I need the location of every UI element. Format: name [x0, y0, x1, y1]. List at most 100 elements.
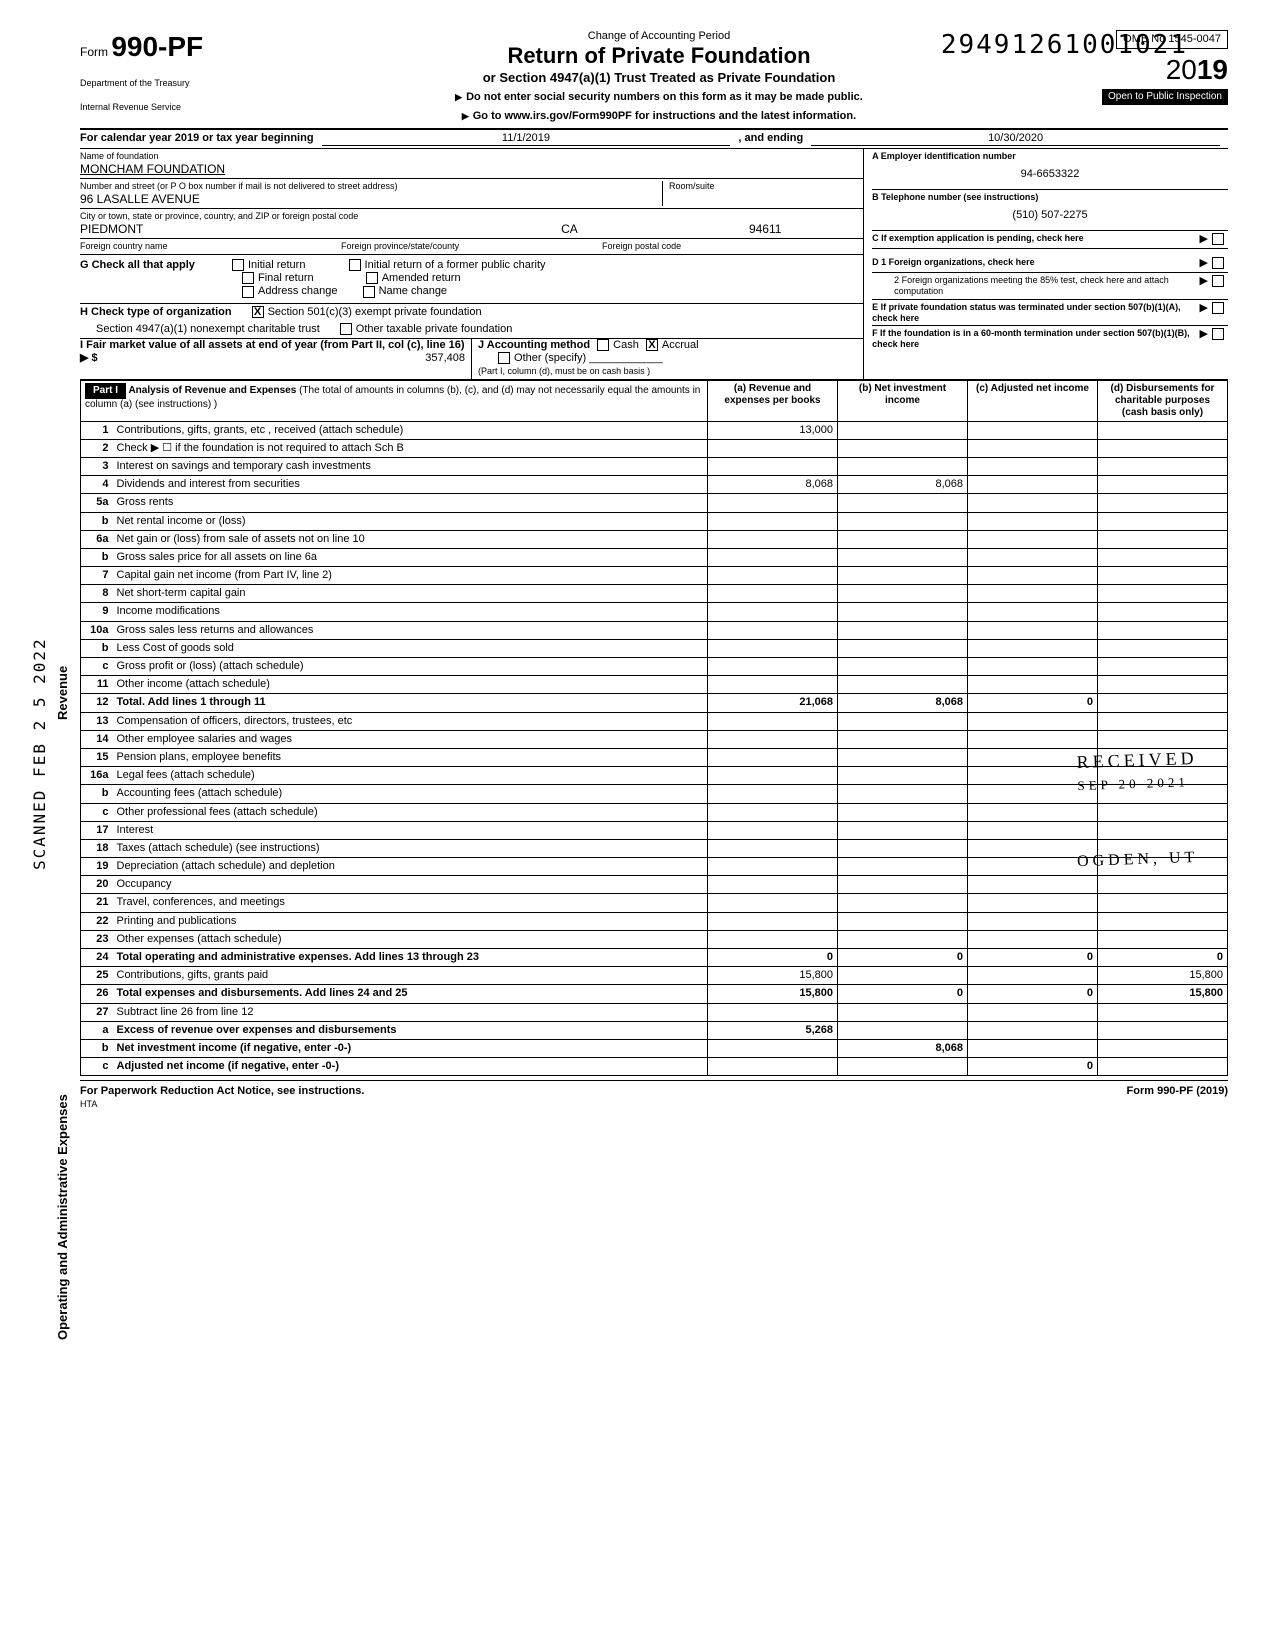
line-b: 8,068: [838, 694, 968, 712]
line-c: [968, 621, 1098, 639]
table-row: bNet investment income (if negative, ent…: [81, 1039, 1228, 1057]
h-opt2: Section 4947(a)(1) nonexempt charitable …: [96, 323, 320, 336]
box-d2-check[interactable]: [1212, 275, 1224, 287]
table-row: 9Income modifications: [81, 603, 1228, 621]
line-d: [1098, 548, 1228, 566]
line-b: [838, 858, 968, 876]
table-row: 10aGross sales less returns and allowanc…: [81, 621, 1228, 639]
analysis-table: Part I Analysis of Revenue and Expenses …: [80, 380, 1228, 1077]
section-h: H Check type of organization XSection 50…: [80, 304, 863, 321]
line-b: [838, 494, 968, 512]
line-c: 0: [968, 985, 1098, 1003]
line-no: c: [81, 1058, 113, 1076]
h-opt1: Section 501(c)(3) exempt private foundat…: [268, 306, 482, 319]
j-cash[interactable]: [597, 339, 609, 351]
line-c: [968, 1003, 1098, 1021]
line-d: [1098, 567, 1228, 585]
line-b: [838, 676, 968, 694]
table-row: 3Interest on savings and temporary cash …: [81, 457, 1228, 475]
i-value: 357,408: [425, 352, 465, 365]
j-other[interactable]: [498, 352, 510, 364]
line-d: [1098, 585, 1228, 603]
h-other-tax[interactable]: [340, 323, 352, 335]
line-a: [708, 439, 838, 457]
h-opt3: Other taxable private foundation: [356, 323, 513, 336]
line-d: [1098, 512, 1228, 530]
line-desc: Travel, conferences, and meetings: [113, 894, 708, 912]
col-d-hdr: (d) Disbursements for charitable purpose…: [1098, 380, 1228, 421]
line-no: 27: [81, 1003, 113, 1021]
line-a: [708, 530, 838, 548]
table-row: cAdjusted net income (if negative, enter…: [81, 1058, 1228, 1076]
city-label: City or town, state or province, country…: [80, 211, 863, 222]
line-no: b: [81, 512, 113, 530]
h-501c3[interactable]: X: [252, 306, 264, 318]
g-amended[interactable]: [366, 272, 378, 284]
line-desc: Gross sales less returns and allowances: [113, 621, 708, 639]
table-row: 8Net short-term capital gain: [81, 585, 1228, 603]
line-b: [838, 712, 968, 730]
line-a: [708, 457, 838, 475]
line-a: [708, 567, 838, 585]
line-desc: Gross rents: [113, 494, 708, 512]
box-d1-check[interactable]: [1212, 257, 1224, 269]
table-row: aExcess of revenue over expenses and dis…: [81, 1021, 1228, 1039]
table-row: 6aNet gain or (loss) from sale of assets…: [81, 530, 1228, 548]
line-d: [1098, 1039, 1228, 1057]
line-b: [838, 730, 968, 748]
col-b-hdr: (b) Net investment income: [838, 380, 968, 421]
line-no: 9: [81, 603, 113, 621]
footer-left: For Paperwork Reduction Act Notice, see …: [80, 1085, 364, 1098]
line-b: 0: [838, 949, 968, 967]
table-row: 18Taxes (attach schedule) (see instructi…: [81, 839, 1228, 857]
line-d: [1098, 730, 1228, 748]
form-instr-2: Go to www.irs.gov/Form990PF for instruct…: [270, 110, 1048, 123]
line-b: 8,068: [838, 476, 968, 494]
line-a: [708, 494, 838, 512]
line-no: 13: [81, 712, 113, 730]
line-desc: Capital gain net income (from Part IV, l…: [113, 567, 708, 585]
line-no: 10a: [81, 621, 113, 639]
line-c: [968, 676, 1098, 694]
part1-title: Analysis of Revenue and Expenses: [128, 385, 296, 396]
line-a: [708, 712, 838, 730]
j-accrual[interactable]: X: [646, 339, 658, 351]
line-a: [708, 658, 838, 676]
line-desc: Accounting fees (attach schedule): [113, 785, 708, 803]
line-d: [1098, 530, 1228, 548]
line-no: 20: [81, 876, 113, 894]
box-f-check[interactable]: [1212, 328, 1224, 340]
g-name-change[interactable]: [363, 286, 375, 298]
line-b: [838, 803, 968, 821]
table-row: bNet rental income or (loss): [81, 512, 1228, 530]
line-desc: Contributions, gifts, grants paid: [113, 967, 708, 985]
line-c: [968, 512, 1098, 530]
g-initial-return[interactable]: [232, 259, 244, 271]
box-e-label: E If private foundation status was termi…: [872, 302, 1199, 324]
g-addr-change[interactable]: [242, 286, 254, 298]
line-desc: Total operating and administrative expen…: [113, 949, 708, 967]
g-opt-2: Address change: [258, 285, 338, 297]
line-no: 7: [81, 567, 113, 585]
footer-right: Form 990-PF (2019): [1127, 1085, 1228, 1098]
line-desc: Legal fees (attach schedule): [113, 767, 708, 785]
line-b: [838, 785, 968, 803]
table-row: 26Total expenses and disbursements. Add …: [81, 985, 1228, 1003]
address-block: Name of foundation MONCHAM FOUNDATION Nu…: [80, 149, 1228, 255]
period-end: 10/30/2020: [811, 132, 1220, 146]
g-initial-former[interactable]: [349, 259, 361, 271]
box-e-check[interactable]: [1212, 302, 1224, 314]
box-c-check[interactable]: [1212, 233, 1224, 245]
g-opt-3: Initial return of a former public charit…: [365, 259, 546, 271]
line-a: [708, 639, 838, 657]
box-d1-label: D 1 Foreign organizations, check here: [872, 257, 1199, 270]
line-a: 13,000: [708, 421, 838, 439]
line-d: [1098, 658, 1228, 676]
line-desc: Check ▶ ☐ if the foundation is not requi…: [113, 439, 708, 457]
line-no: c: [81, 803, 113, 821]
line-b: [838, 603, 968, 621]
g-final-return[interactable]: [242, 272, 254, 284]
table-row: 16aLegal fees (attach schedule): [81, 767, 1228, 785]
line-desc: Less Cost of goods sold: [113, 639, 708, 657]
table-row: cGross profit or (loss) (attach schedule…: [81, 658, 1228, 676]
